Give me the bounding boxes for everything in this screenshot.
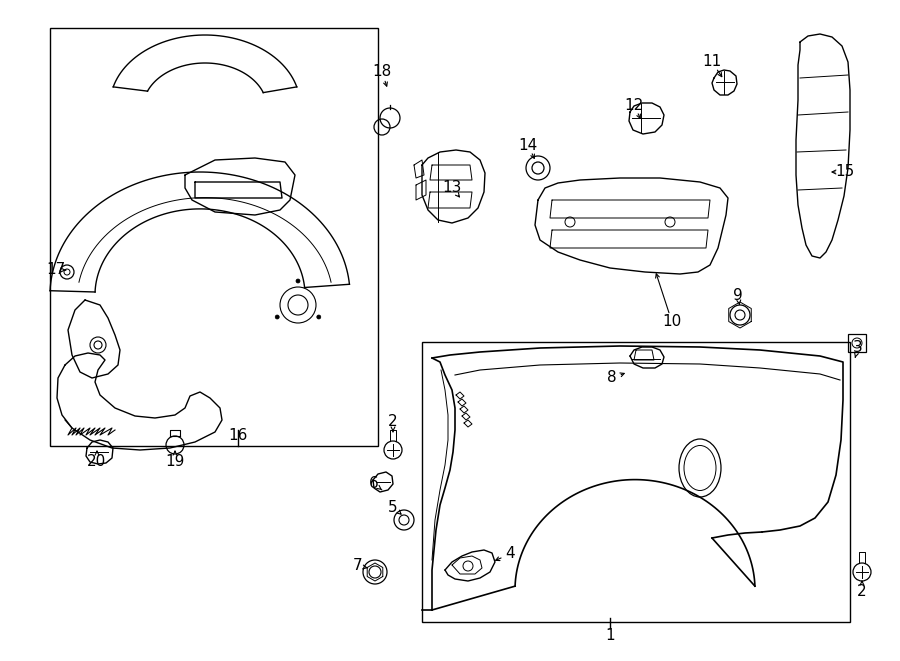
Text: 14: 14 bbox=[518, 137, 537, 153]
Text: 2: 2 bbox=[857, 584, 867, 600]
Circle shape bbox=[275, 315, 279, 319]
Text: 13: 13 bbox=[442, 180, 462, 196]
Bar bbox=[422, 342, 850, 622]
Text: 8: 8 bbox=[608, 371, 616, 385]
Circle shape bbox=[317, 315, 320, 319]
Text: 20: 20 bbox=[87, 455, 106, 469]
Text: 1: 1 bbox=[605, 629, 615, 644]
Text: 16: 16 bbox=[229, 428, 248, 444]
Circle shape bbox=[296, 279, 300, 283]
Text: 7: 7 bbox=[353, 559, 363, 574]
Bar bbox=[50, 28, 378, 446]
Text: 2: 2 bbox=[388, 414, 398, 430]
Text: 19: 19 bbox=[166, 455, 184, 469]
Text: 17: 17 bbox=[47, 262, 66, 278]
Text: 3: 3 bbox=[853, 340, 863, 356]
Text: 6: 6 bbox=[369, 477, 379, 492]
Text: 4: 4 bbox=[505, 547, 515, 561]
Text: 18: 18 bbox=[373, 65, 392, 79]
Text: 5: 5 bbox=[388, 500, 398, 514]
Text: 15: 15 bbox=[835, 165, 855, 180]
Bar bbox=[848, 334, 866, 352]
Text: 11: 11 bbox=[702, 54, 722, 69]
Text: 10: 10 bbox=[662, 315, 681, 329]
Text: 9: 9 bbox=[734, 288, 742, 303]
Text: 12: 12 bbox=[625, 98, 643, 112]
